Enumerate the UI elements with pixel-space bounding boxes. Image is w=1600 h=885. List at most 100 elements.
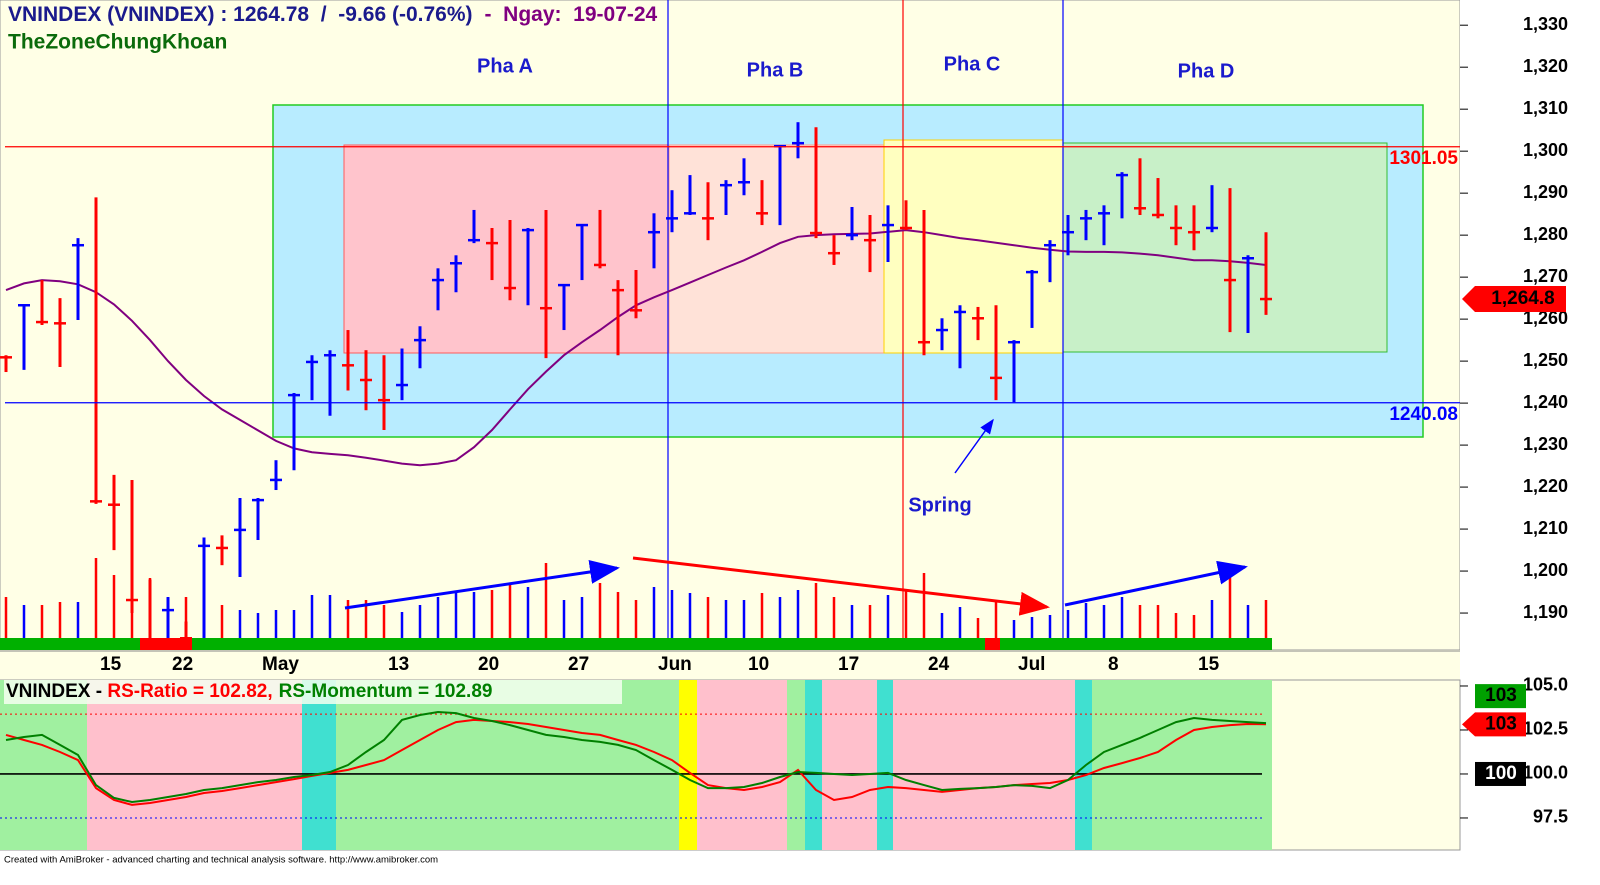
volume-bar xyxy=(292,610,296,638)
footer: Created with AmiBroker - advanced charti… xyxy=(4,855,438,866)
volume-bar xyxy=(130,595,134,638)
legend-entry: RS-Ratio = 102.82, xyxy=(107,681,272,702)
state-band xyxy=(1075,680,1092,850)
volume-bar xyxy=(382,605,386,638)
volume-bar xyxy=(22,605,26,638)
y-tick-label: 1,220 xyxy=(1523,476,1568,496)
volume-bar xyxy=(1156,605,1160,638)
volume-bar xyxy=(868,605,872,638)
volume-bar xyxy=(256,613,260,638)
y-tick-label: 1,310 xyxy=(1523,98,1568,118)
signal-strip xyxy=(0,638,1272,650)
level-label: 1301.05 xyxy=(1389,148,1458,169)
rs-layer xyxy=(0,710,1267,819)
end-label: 100 xyxy=(1485,763,1517,784)
end-label: 103 xyxy=(1485,685,1517,706)
volume-bar xyxy=(1210,600,1214,638)
volume-bar xyxy=(328,595,332,638)
last-price-label: 1,264.8 xyxy=(1491,288,1554,309)
volume-bar xyxy=(886,595,890,638)
title-main: VNINDEX (VNINDEX) : 1264.78 / -9.66 (-0.… xyxy=(8,3,473,26)
state-band xyxy=(805,680,822,850)
x-tick-label: 24 xyxy=(928,654,950,675)
y-tick-label: 1,290 xyxy=(1523,182,1568,202)
volume-bar xyxy=(544,563,548,638)
y-tick-label: 1,260 xyxy=(1523,308,1568,328)
volume-bar xyxy=(832,597,836,638)
volume-bar xyxy=(400,612,404,638)
volume-bar xyxy=(706,597,710,638)
volume-bar xyxy=(598,583,602,638)
volume-bar xyxy=(526,587,530,638)
volume-bar xyxy=(454,592,458,638)
volume-bar xyxy=(40,605,44,638)
state-band xyxy=(822,680,877,850)
y-tick-label: 1,250 xyxy=(1523,350,1568,370)
volume-bar xyxy=(4,597,8,638)
volume-bar xyxy=(778,597,782,638)
volume-bar xyxy=(742,600,746,638)
y-tick-label: 1,270 xyxy=(1523,266,1568,286)
x-axis-area xyxy=(0,650,1460,680)
volume-bar xyxy=(760,593,764,638)
volume-bar xyxy=(184,597,188,638)
x-tick-label: 15 xyxy=(1198,654,1220,675)
volume-bar xyxy=(634,600,638,638)
y-tick-label: 102.5 xyxy=(1523,719,1568,739)
volume-bar xyxy=(490,590,494,638)
volume-bar xyxy=(724,600,728,638)
volume-bar xyxy=(238,610,242,638)
x-tick-label: May xyxy=(262,654,299,675)
volume-trend-arrow xyxy=(344,560,620,610)
state-band xyxy=(0,680,87,850)
volume-bar xyxy=(508,585,512,638)
x-tick-label: 17 xyxy=(838,654,859,675)
title-date: - Ngay: 19-07-24 xyxy=(485,3,658,26)
volume-bar xyxy=(670,590,674,638)
state-band xyxy=(87,680,302,850)
phase-b-box xyxy=(668,144,885,354)
x-tick-label: 15 xyxy=(100,654,122,675)
rs-title-prefix: VNINDEX - xyxy=(6,681,107,702)
volume-bar xyxy=(472,592,476,638)
volume-bar xyxy=(418,605,422,638)
state-band xyxy=(893,680,1075,850)
phase-c-box xyxy=(883,139,1064,354)
y-tick-label: 100.0 xyxy=(1523,763,1568,783)
y-tick-label: 1,230 xyxy=(1523,434,1568,454)
volume-bar xyxy=(1048,615,1052,638)
end-label-box xyxy=(1462,712,1526,737)
volume-bar xyxy=(1192,615,1196,638)
volume-bar xyxy=(1138,605,1142,638)
y-tick-label: 1,320 xyxy=(1523,56,1568,76)
volume-layer xyxy=(4,558,1268,638)
x-tick-label: 22 xyxy=(172,654,193,675)
state-band xyxy=(679,680,697,850)
axis-area xyxy=(1460,0,1600,885)
volume-bar xyxy=(58,602,62,638)
volume-bar xyxy=(1066,610,1070,638)
volume-bar xyxy=(76,602,80,638)
rs-title-bg xyxy=(4,680,622,704)
volume-bar xyxy=(562,600,566,638)
x-tick-label: 13 xyxy=(388,654,409,675)
y-tick-label: 105.0 xyxy=(1523,675,1568,695)
volume-bar xyxy=(958,607,962,638)
volume-bar xyxy=(1120,597,1124,638)
volume-bar xyxy=(1174,613,1178,638)
volume-bar xyxy=(112,575,116,638)
volume-bar xyxy=(652,587,656,638)
volume-trend-arrow xyxy=(1064,560,1248,607)
annotation: Pha A xyxy=(477,55,533,77)
y-tick-label: 97.5 xyxy=(1533,807,1568,827)
x-tick-label: 27 xyxy=(568,654,589,675)
volume-bar xyxy=(364,600,368,638)
annotation: Spring xyxy=(908,494,971,516)
volume-bar xyxy=(976,618,980,638)
volume-bar xyxy=(94,558,98,638)
y-tick-label: 1,330 xyxy=(1523,14,1568,34)
state-band xyxy=(1092,680,1272,850)
y-tick-label: 1,280 xyxy=(1523,224,1568,244)
